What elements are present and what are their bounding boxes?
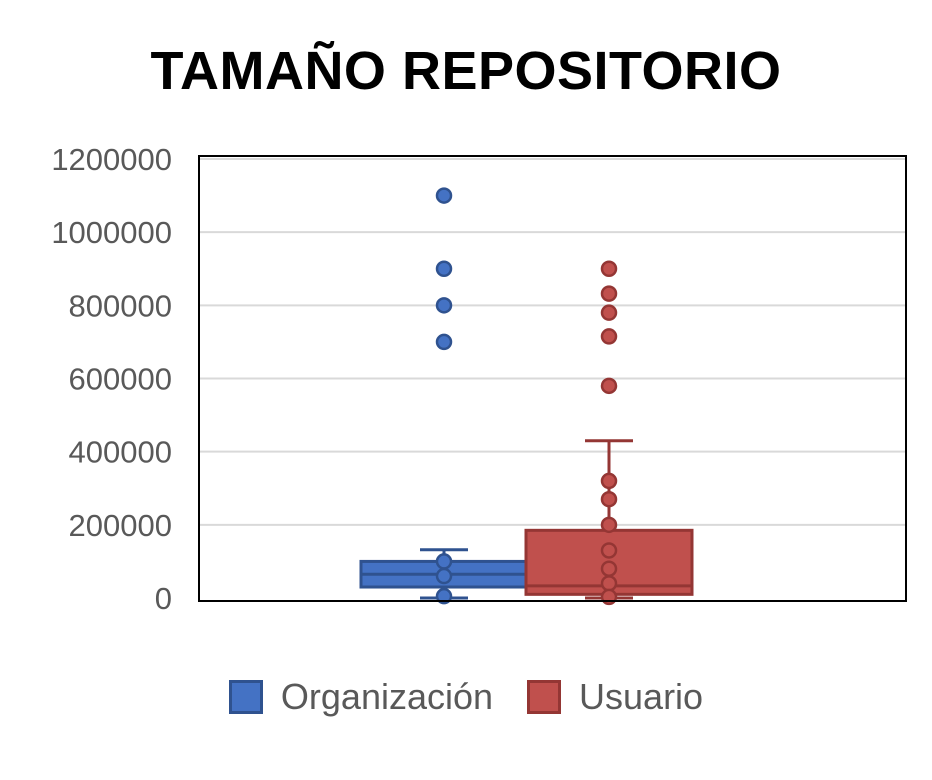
y-tick-label: 1000000	[51, 215, 172, 250]
plot-area-frame	[198, 155, 907, 602]
legend-label-usuario: Usuario	[579, 676, 704, 717]
data-point	[600, 560, 618, 577]
box-plot-series	[359, 187, 694, 606]
data-point	[600, 516, 618, 534]
data-point	[435, 333, 453, 351]
y-axis-tick-labels: 0 200000 400000 600000 800000 1000000 1200000	[51, 142, 172, 616]
legend: Organización Usuario	[0, 676, 932, 718]
y-tick-label: 200000	[69, 508, 172, 543]
data-point	[600, 542, 618, 559]
data-point	[600, 472, 618, 490]
data-point	[600, 260, 618, 277]
chart-title: TAMAÑO REPOSITORIO	[150, 41, 782, 101]
series-usuario	[524, 260, 694, 606]
data-point	[600, 377, 618, 395]
legend-label-organizacion: Organización	[280, 676, 494, 717]
y-tick-label: 600000	[69, 362, 172, 397]
legend-swatch-usuario	[527, 680, 562, 714]
data-point	[600, 575, 618, 592]
data-point	[600, 304, 618, 321]
data-point	[600, 285, 618, 302]
legend-swatch-organizacion	[228, 680, 263, 714]
data-point	[435, 297, 453, 314]
data-point	[600, 490, 618, 508]
series-organizacion	[359, 187, 529, 605]
data-point	[435, 553, 453, 570]
data-point	[435, 587, 453, 605]
y-tick-label: 0	[155, 581, 172, 616]
data-point	[435, 567, 453, 585]
legend-item-usuario: Usuario	[527, 676, 703, 718]
gridlines	[199, 158, 906, 526]
data-point	[435, 187, 453, 204]
y-tick-label: 1200000	[51, 142, 172, 177]
data-point	[435, 260, 453, 277]
data-point	[600, 328, 618, 345]
y-tick-label: 400000	[69, 435, 172, 470]
y-tick-label: 800000	[69, 288, 172, 323]
legend-item-organizacion: Organización	[228, 676, 494, 718]
